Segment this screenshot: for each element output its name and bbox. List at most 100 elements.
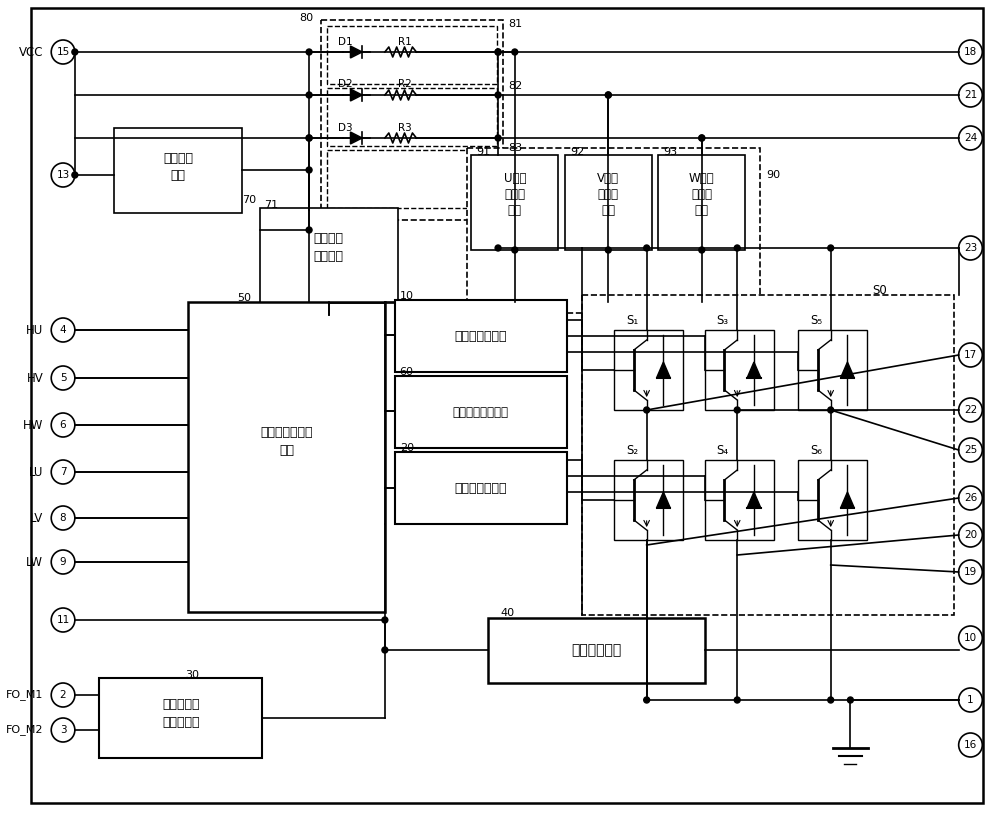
Bar — [614, 460, 683, 540]
Text: 92: 92 — [570, 147, 584, 157]
Polygon shape — [350, 89, 362, 101]
Text: 过流保护电路: 过流保护电路 — [571, 643, 622, 657]
Text: 上桥臂驱动电路: 上桥臂驱动电路 — [454, 329, 507, 342]
Polygon shape — [841, 362, 854, 378]
Text: 30: 30 — [185, 670, 199, 680]
Text: 21: 21 — [964, 90, 977, 100]
Circle shape — [306, 135, 312, 141]
Text: R3: R3 — [398, 123, 411, 133]
Text: 93: 93 — [663, 147, 678, 157]
Bar — [321, 20, 503, 220]
Bar — [798, 460, 867, 540]
Text: 13: 13 — [56, 170, 70, 180]
Circle shape — [72, 49, 78, 55]
Text: HW: HW — [23, 418, 43, 431]
Text: 下桥臂驱动电路: 下桥臂驱动电路 — [454, 482, 507, 495]
Text: R1: R1 — [398, 37, 411, 47]
Circle shape — [644, 407, 650, 413]
Text: 40: 40 — [500, 608, 514, 618]
Text: 电路: 电路 — [508, 204, 522, 217]
Text: 8: 8 — [60, 513, 66, 523]
Bar — [614, 330, 683, 410]
Text: D3: D3 — [338, 123, 353, 133]
Text: 20: 20 — [964, 530, 977, 540]
Polygon shape — [747, 492, 761, 508]
Text: 2: 2 — [60, 690, 66, 700]
Circle shape — [495, 135, 501, 141]
Bar — [327, 88, 497, 146]
Text: HU: HU — [26, 324, 43, 337]
Text: 压保护: 压保护 — [504, 187, 525, 200]
Bar — [188, 302, 385, 612]
Text: 26: 26 — [964, 493, 977, 503]
Bar — [488, 618, 705, 683]
Text: 第一低压: 第一低压 — [314, 231, 344, 244]
Circle shape — [72, 172, 78, 178]
Text: 60: 60 — [400, 367, 414, 377]
Text: S₁: S₁ — [626, 314, 638, 327]
Bar — [327, 26, 497, 84]
Text: 17: 17 — [964, 350, 977, 360]
Text: R2: R2 — [398, 79, 411, 89]
Circle shape — [306, 49, 312, 55]
Circle shape — [605, 247, 611, 253]
Bar — [395, 452, 567, 524]
Text: 压保护: 压保护 — [598, 187, 619, 200]
Bar — [565, 155, 652, 250]
Circle shape — [699, 247, 705, 253]
Bar — [582, 295, 954, 615]
Text: 温度过热保护电路: 温度过热保护电路 — [452, 406, 508, 418]
Text: S₃: S₃ — [716, 314, 729, 327]
Text: 10: 10 — [964, 633, 977, 643]
Text: 电路: 电路 — [171, 169, 186, 182]
Text: 5: 5 — [60, 373, 66, 383]
Bar — [327, 150, 497, 208]
Bar — [99, 678, 262, 758]
Bar — [705, 330, 774, 410]
Polygon shape — [350, 46, 362, 58]
Text: 逆变桥控制逻辑: 逆变桥控制逻辑 — [260, 425, 313, 438]
Circle shape — [734, 697, 740, 703]
Circle shape — [306, 227, 312, 233]
Text: 20: 20 — [400, 443, 414, 453]
Bar — [395, 300, 567, 372]
Circle shape — [495, 49, 501, 55]
Text: 过流保护模: 过流保护模 — [162, 698, 200, 711]
Bar — [471, 155, 558, 250]
Circle shape — [734, 245, 740, 251]
Text: 式选择电路: 式选择电路 — [162, 716, 200, 729]
Polygon shape — [657, 492, 670, 508]
Text: 23: 23 — [964, 243, 977, 253]
Text: 80: 80 — [299, 13, 313, 23]
Bar — [260, 208, 398, 303]
Text: 保护电路: 保护电路 — [314, 250, 344, 263]
Circle shape — [828, 697, 834, 703]
Circle shape — [306, 135, 312, 141]
Bar — [798, 330, 867, 410]
Text: 82: 82 — [508, 81, 522, 91]
Text: U相低: U相低 — [504, 171, 526, 184]
Circle shape — [382, 617, 388, 623]
Circle shape — [644, 697, 650, 703]
Text: 电路: 电路 — [695, 204, 709, 217]
Text: 电源处理: 电源处理 — [163, 152, 193, 165]
Bar — [395, 376, 567, 448]
Text: 7: 7 — [60, 467, 66, 477]
Polygon shape — [841, 492, 854, 508]
Text: W相低: W相低 — [689, 171, 715, 184]
Circle shape — [382, 647, 388, 653]
Text: 24: 24 — [964, 133, 977, 143]
Circle shape — [699, 135, 705, 141]
Circle shape — [699, 135, 705, 141]
Text: 3: 3 — [60, 725, 66, 735]
Text: 71: 71 — [264, 200, 278, 210]
Circle shape — [306, 92, 312, 98]
Text: FO_M1: FO_M1 — [6, 689, 43, 700]
Text: LU: LU — [29, 465, 43, 478]
Text: 9: 9 — [60, 557, 66, 567]
Text: 6: 6 — [60, 420, 66, 430]
Text: 电路: 电路 — [279, 443, 294, 456]
Bar — [705, 460, 774, 540]
Circle shape — [828, 407, 834, 413]
Bar — [467, 148, 760, 313]
